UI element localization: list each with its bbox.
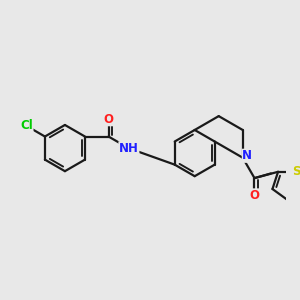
Text: NH: NH: [119, 142, 139, 155]
Text: O: O: [250, 189, 260, 202]
Text: S: S: [292, 165, 300, 178]
Text: Cl: Cl: [20, 119, 33, 132]
Text: N: N: [242, 149, 252, 162]
Text: O: O: [103, 113, 113, 126]
